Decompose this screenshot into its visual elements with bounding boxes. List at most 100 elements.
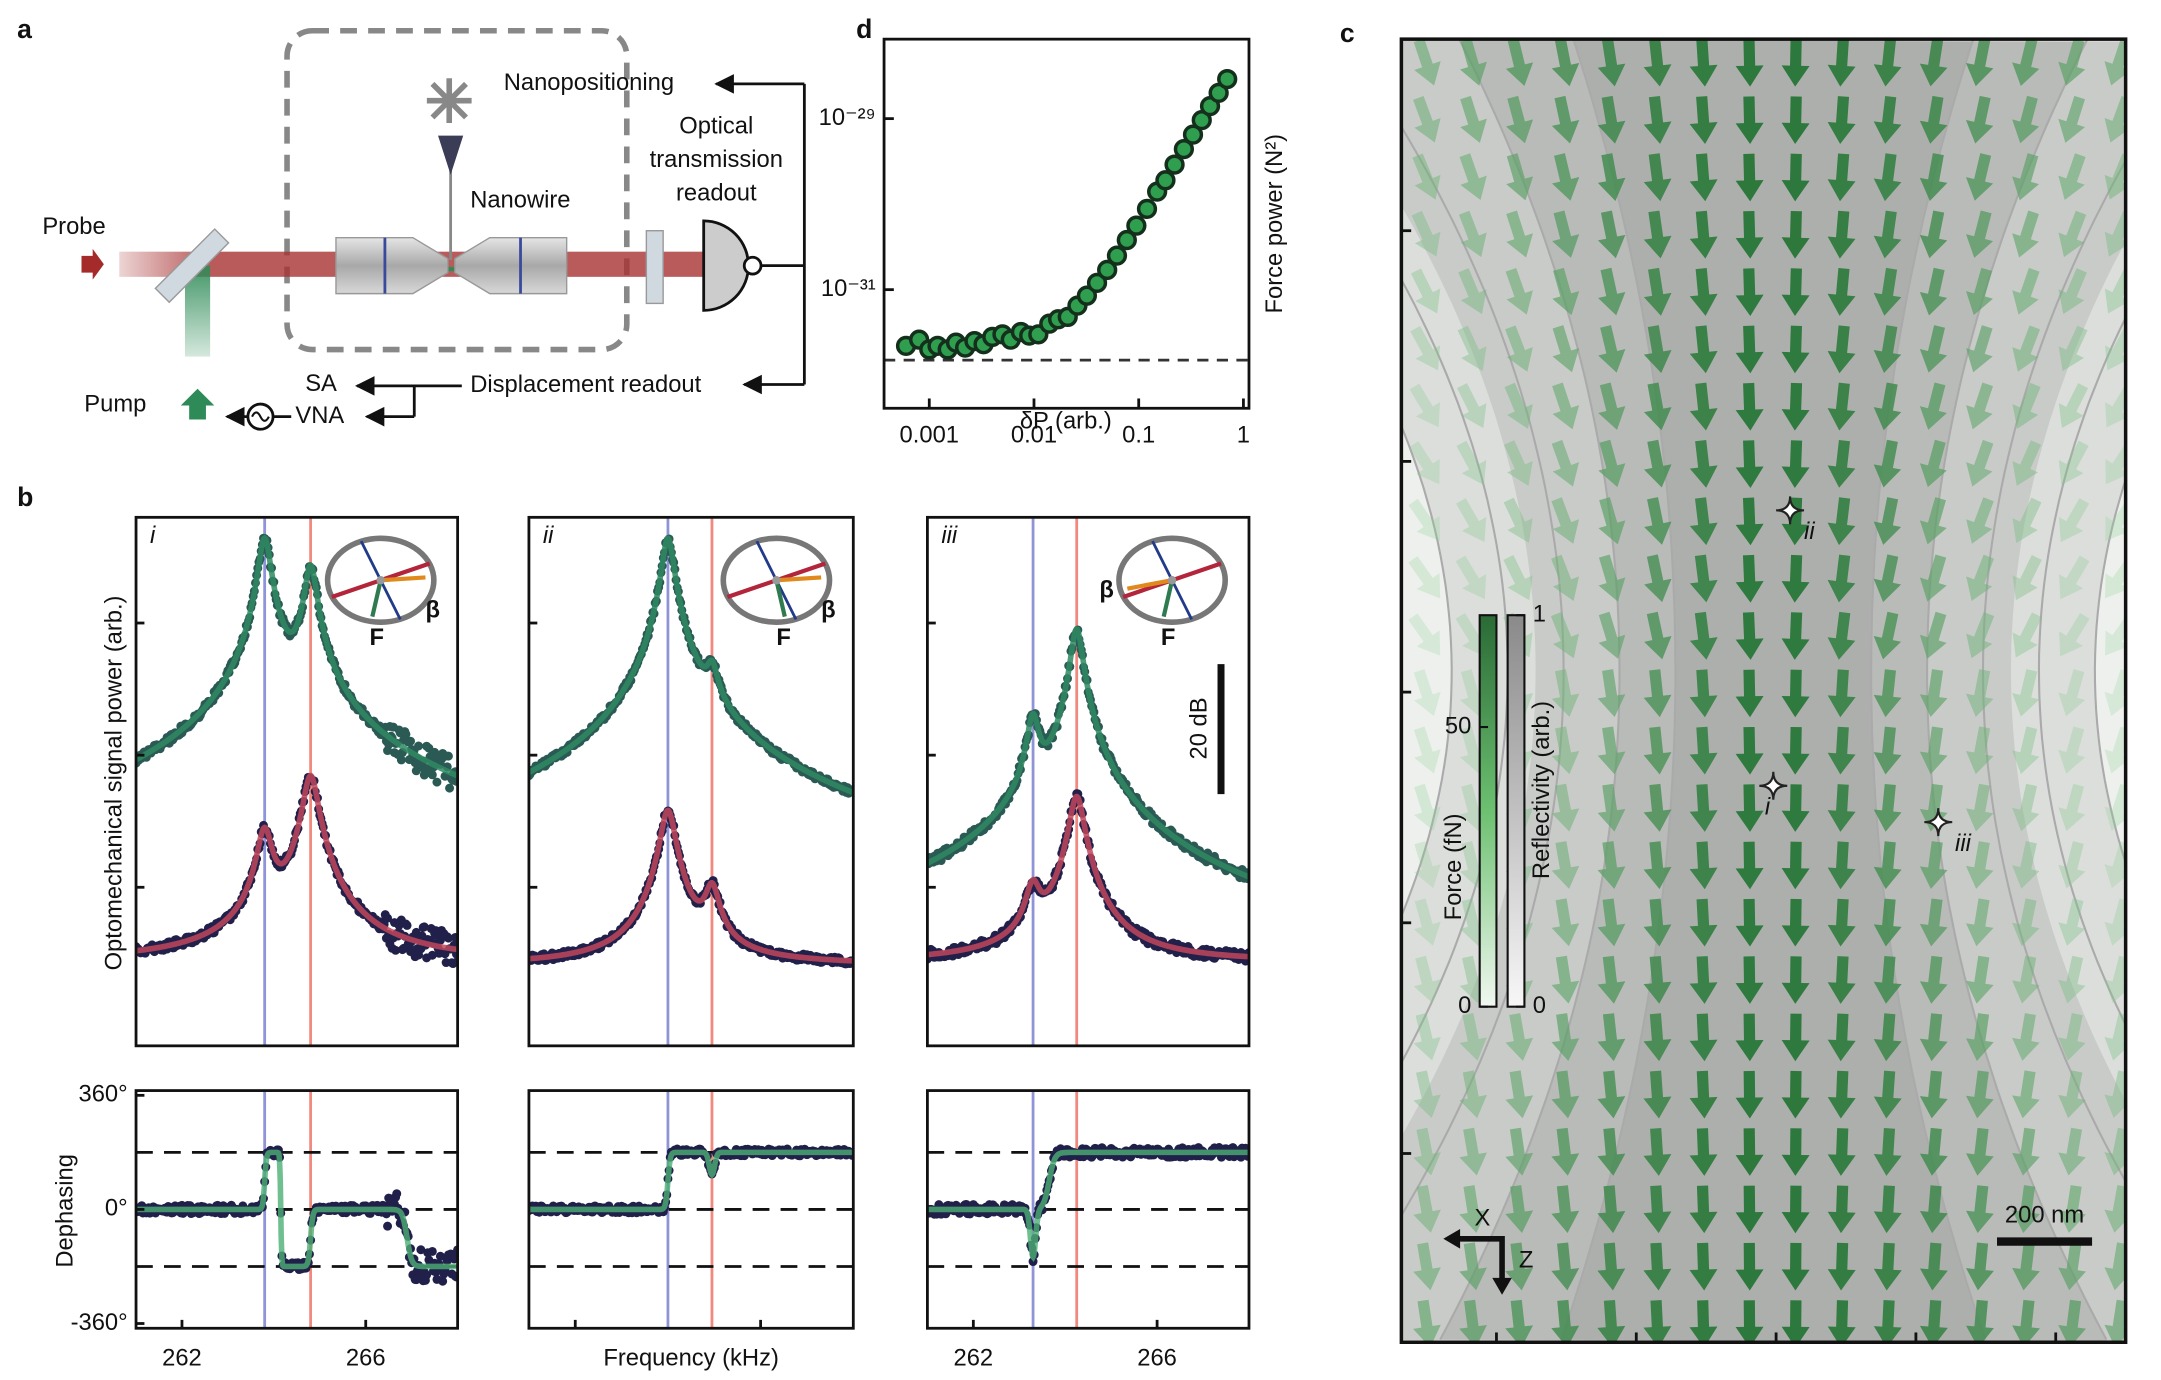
force-arrow <box>2012 39 2040 87</box>
force-arrow <box>1455 555 1487 600</box>
force-arrow <box>1598 554 1626 602</box>
force-arrow <box>1689 1013 1718 1062</box>
force-arrow <box>1735 1128 1764 1176</box>
force-arrow <box>1873 325 1902 373</box>
force-arrow <box>1408 556 1441 599</box>
force-arrow <box>1409 441 1440 485</box>
label: Nanopositioning <box>504 69 674 96</box>
force-arrow <box>1781 554 1810 603</box>
force-arrow <box>1689 39 1718 87</box>
force-arrow <box>1460 39 1487 86</box>
force-arrow <box>1689 1185 1718 1234</box>
contour <box>1439 39 1621 1340</box>
force-arrow <box>1505 1013 1534 1061</box>
force-arrow <box>1873 669 1902 718</box>
force-arrow <box>1505 325 1533 372</box>
force-arrow <box>1689 382 1718 431</box>
force-arrow <box>2104 268 2126 314</box>
force-arrow <box>1551 955 1580 1004</box>
force-arrow <box>2058 841 2086 889</box>
force-arrow <box>2058 383 2089 429</box>
label: VNA <box>295 402 344 429</box>
force-arrow <box>1458 210 1487 258</box>
force-arrow <box>1781 1128 1810 1176</box>
x-tick-label: 1 <box>1237 422 1250 449</box>
force-arrow <box>1873 210 1902 259</box>
force-arrow <box>1597 1299 1626 1343</box>
force-arrow <box>2012 1185 2040 1233</box>
force-arrow <box>1735 1185 1764 1234</box>
mirror <box>154 228 230 304</box>
force-arrow <box>1643 325 1672 373</box>
force-arrow <box>2058 268 2087 315</box>
contour <box>1870 39 1987 1340</box>
pump-arrow <box>180 388 215 420</box>
force-arrow <box>1689 726 1718 775</box>
force-arrow <box>2012 95 2040 144</box>
force-arrow <box>1643 1300 1672 1343</box>
y-axis-label: Optomechanical signal power (arb.) <box>100 596 127 971</box>
data-point <box>1076 285 1098 306</box>
label: Probe <box>42 213 105 240</box>
force-arrow <box>1965 726 1994 775</box>
force-arrow <box>1689 325 1718 374</box>
force-arrow <box>1827 382 1856 431</box>
force-arrow <box>1506 153 1534 201</box>
force-arrow <box>2105 325 2126 371</box>
point-label: i <box>1765 793 1771 820</box>
inset-center <box>772 576 781 585</box>
data-dot <box>416 1245 426 1255</box>
data-dot <box>427 1246 437 1256</box>
force-arrow <box>2058 955 2086 1004</box>
data-dot <box>384 739 394 749</box>
force-arrow <box>1735 497 1764 546</box>
force-arrow <box>1413 955 1441 1004</box>
force-arrow <box>2012 726 2040 774</box>
force-arrow <box>1689 1128 1718 1176</box>
force-arrow <box>1643 726 1672 775</box>
force-arrow <box>1597 210 1626 259</box>
force-arrow <box>1919 325 1948 373</box>
force-arrow <box>2058 1013 2086 1061</box>
force-arrow <box>1965 153 1994 201</box>
force-arrow <box>1966 267 1993 316</box>
force-arrow <box>2012 1070 2040 1119</box>
force-arrow <box>1643 955 1672 1004</box>
force-arrow <box>1413 39 1441 86</box>
force-arrow <box>1735 39 1764 87</box>
force-arrow <box>1919 1299 1948 1343</box>
force-arrow <box>1643 1013 1672 1062</box>
force-arrow <box>1735 956 1764 1004</box>
force-arrow <box>1735 1013 1764 1062</box>
inset-label: F <box>1161 624 1176 651</box>
force-arrow <box>1551 1070 1580 1119</box>
panel-label: d <box>856 14 872 44</box>
force-arrow <box>1689 153 1718 202</box>
force-arrow <box>1598 267 1626 316</box>
force-arrow <box>1413 898 1441 946</box>
data-dot <box>396 755 406 765</box>
force-arrow <box>1552 382 1580 430</box>
force-arrow <box>1735 440 1764 488</box>
force-arrow <box>1550 612 1579 659</box>
force-arrow <box>1827 726 1856 775</box>
force-arrow <box>1504 440 1533 486</box>
force-arrow <box>2058 440 2089 486</box>
force-arrow <box>1413 1013 1441 1061</box>
force-arrow <box>1689 1070 1718 1119</box>
lens <box>335 236 449 295</box>
detector <box>702 219 750 312</box>
plot-frame <box>527 515 855 1048</box>
force-arrow <box>1965 95 1994 144</box>
force-arrow <box>1827 268 1856 316</box>
force-arrow <box>1966 1185 1994 1234</box>
force-arrow <box>1873 1013 1902 1062</box>
force-arrow <box>1551 439 1580 487</box>
force-arrow <box>1873 554 1902 603</box>
force-arrow <box>1965 669 1994 717</box>
force-arrow <box>1873 726 1902 775</box>
force-arrow <box>1459 1127 1487 1176</box>
force-arrow <box>1827 1013 1856 1062</box>
phase-plot <box>528 1090 854 1329</box>
lens <box>454 236 568 295</box>
